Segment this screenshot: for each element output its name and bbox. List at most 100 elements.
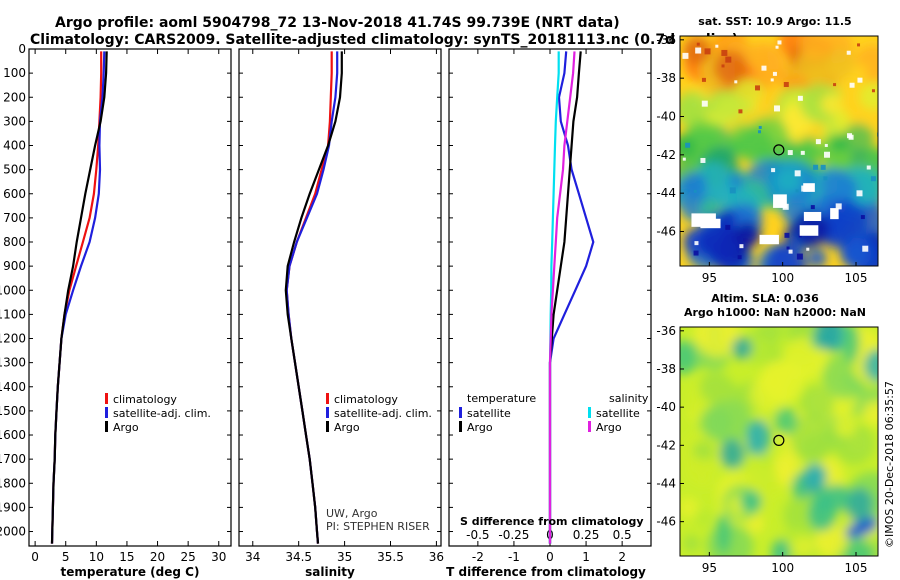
sst-map	[680, 36, 878, 266]
depth-tick-label: 200	[3, 90, 26, 104]
legend-swatch-t-satellite	[459, 407, 462, 418]
temperature-x-axis: 0 5 10 15 20 25 30	[31, 49, 226, 564]
temperature-panel	[28, 48, 232, 547]
lat-tick-label: -42	[656, 438, 676, 452]
x-tick-label: -2	[472, 550, 484, 564]
depth-tick-label: 2000	[0, 525, 26, 539]
legend-label-climatology: climatology	[334, 393, 398, 406]
x-tick-label: 20	[150, 550, 165, 564]
temperature-argo-line	[50, 51, 108, 544]
legend-label-argo: Argo	[334, 421, 360, 434]
x-tick-label: 36	[429, 550, 444, 564]
x-tick-label: 34.5	[285, 550, 312, 564]
temperature-axis-label: temperature (deg C)	[61, 565, 200, 579]
depth-tick-label: 1500	[0, 404, 26, 418]
legend-swatch-satellite	[326, 407, 329, 418]
depth-tick-label: 800	[3, 235, 26, 249]
lat-tick-label: -38	[656, 71, 676, 85]
x-tick-label: 0	[546, 550, 554, 564]
depth-tick-label: 0	[18, 42, 26, 56]
legend-label-satellite: satellite-adj. clim.	[113, 407, 211, 420]
legend-swatch-s-satellite	[588, 407, 591, 418]
lon-tick-label: 105	[845, 561, 868, 575]
legend-label-argo: Argo	[113, 421, 139, 434]
legend-swatch-t-argo	[459, 421, 462, 432]
lat-tick-label: -42	[656, 148, 676, 162]
sst-map-axes: -36 -38 -40 -42 -44 -46 95 100 105	[656, 33, 867, 285]
x-tick-label: 1	[582, 550, 590, 564]
x-tick-label: 34	[245, 550, 260, 564]
lat-tick-label: -38	[656, 362, 676, 376]
legend-swatch-satellite	[105, 407, 108, 418]
annotation-pi: PI: STEPHEN RISER	[326, 520, 430, 533]
legend-title-temperature: temperature	[467, 392, 536, 405]
argo-location-marker	[773, 144, 785, 156]
sla-map	[680, 327, 878, 556]
lat-tick-label: -40	[656, 400, 676, 414]
salinity-series	[284, 51, 343, 544]
depth-tick-label: 1400	[0, 380, 26, 394]
lon-tick-label: 100	[771, 271, 794, 285]
lat-tick-label: -44	[656, 186, 676, 200]
lat-tick-label: -36	[656, 324, 676, 338]
legend-label-s-satellite: satellite	[596, 407, 640, 420]
depth-tick-label: 1000	[0, 283, 26, 297]
depth-tick-label: 100	[3, 66, 26, 80]
s-diff-tick-label: -0.5	[466, 528, 489, 542]
sla-map-subtitle: Argo h1000: NaN h2000: NaN	[684, 306, 866, 319]
legend-swatch-argo	[105, 421, 108, 432]
lat-tick-label: -36	[656, 33, 676, 47]
lon-tick-label: 105	[845, 271, 868, 285]
depth-tick-label: 1800	[0, 476, 26, 490]
x-tick-label: 35	[337, 550, 352, 564]
imos-credit: ©IMOS 20-Dec-2018 06:35:57	[883, 381, 896, 548]
x-tick-label: 15	[119, 550, 134, 564]
salinity-legend: climatology satellite-adj. clim. Argo	[326, 393, 432, 434]
title-line1: Argo profile: aoml 5904798_72 13-Nov-201…	[55, 15, 620, 31]
depth-tick-label: 500	[3, 163, 26, 177]
x-tick-label: 10	[89, 550, 104, 564]
sst-map-frame	[679, 35, 879, 267]
depth-tick-label: 1200	[0, 332, 26, 346]
legend-label-climatology: climatology	[113, 393, 177, 406]
legend-label-t-satellite: satellite	[467, 407, 511, 420]
depth-axis: 0 100 200 300 400 500 600 700 800 900 1000 1100 1200…	[0, 42, 651, 539]
x-tick-label: 0	[31, 550, 39, 564]
lat-tick-label: -46	[656, 515, 676, 529]
x-tick-label: 5	[62, 550, 70, 564]
s-diff-tick-label: 0.25	[573, 528, 600, 542]
depth-tick-label: 400	[3, 139, 26, 153]
lon-tick-label: 100	[771, 561, 794, 575]
depth-tick-label: 1300	[0, 356, 26, 370]
sla-map-title: Altim. SLA: 0.036	[711, 292, 819, 305]
salinity-panel	[238, 48, 442, 547]
t-difference-axis-label: T difference from climatology	[446, 565, 646, 579]
x-tick-label: 2	[618, 550, 626, 564]
depth-tick-label: 1700	[0, 452, 26, 466]
sla-map-axes: -36 -38 -40 -42 -44 -46 95 100 105	[656, 324, 867, 575]
s-diff-tick-label: 0.5	[613, 528, 632, 542]
depth-tick-label: 900	[3, 259, 26, 273]
temperature-legend: climatology satellite-adj. clim. Argo	[105, 393, 211, 434]
salinity-argo-line	[284, 51, 343, 544]
legend-swatch-argo	[326, 421, 329, 432]
depth-tick-label: 700	[3, 211, 26, 225]
lat-tick-label: -44	[656, 476, 676, 490]
legend-swatch-s-argo	[588, 421, 591, 432]
lon-tick-label: 95	[702, 561, 717, 575]
x-tick-label: 35.5	[377, 550, 404, 564]
x-tick-label: 25	[181, 550, 196, 564]
sla-map-frame	[679, 326, 879, 557]
annotation-institution: UW, Argo	[326, 507, 378, 520]
salinity-x-axis: 34 34.5 35 35.5 36	[245, 49, 444, 564]
depth-tick-label: 1600	[0, 428, 26, 442]
depth-tick-label: 1900	[0, 500, 26, 514]
title-line2: Climatology: CARS2009. Satellite-adjuste…	[30, 32, 738, 48]
legend-swatch-climatology	[326, 393, 329, 404]
legend-swatch-climatology	[105, 393, 108, 404]
legend-title-salinity: salinity	[609, 392, 649, 405]
depth-tick-label: 600	[3, 187, 26, 201]
x-tick-label: -1	[508, 550, 520, 564]
legend-label-s-argo: Argo	[596, 421, 622, 434]
